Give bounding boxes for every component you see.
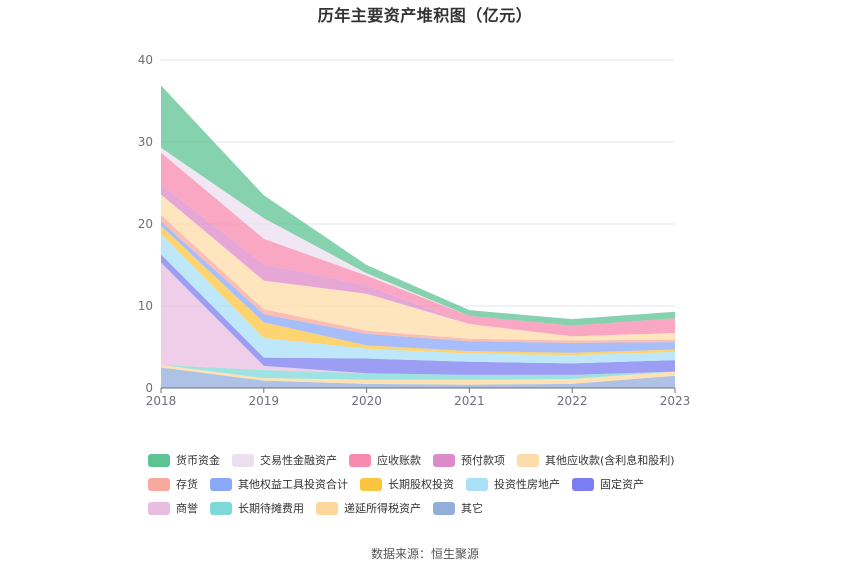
y-tick-label: 20: [138, 217, 153, 231]
legend-item[interactable]: 投资性房地产: [466, 476, 560, 492]
area-series-10: [161, 194, 675, 341]
area-series-13: [161, 147, 675, 326]
area-series-3: [161, 365, 675, 380]
chart-title: 历年主要资产堆积图（亿元）: [317, 6, 533, 25]
legend-swatch: [148, 501, 170, 515]
area-series-5: [161, 254, 675, 375]
x-tick-label: 2018: [146, 394, 177, 408]
legend-label: 其他权益工具投资合计: [238, 478, 348, 491]
area-series-14: [161, 85, 675, 326]
y-tick-label: 0: [145, 381, 153, 395]
area-series-12: [161, 152, 675, 337]
y-tick-label: 40: [138, 53, 153, 67]
legend-item[interactable]: 预付款项: [433, 452, 505, 468]
legend-swatch: [360, 477, 382, 491]
legend-swatch: [210, 501, 232, 515]
legend-label: 长期待摊费用: [238, 502, 304, 515]
legend-item[interactable]: 固定资产: [572, 476, 644, 492]
legend-swatch: [466, 477, 488, 491]
legend-swatch: [433, 501, 455, 515]
legend-row: 商誉 长期待摊费用 递延所得税资产 其它: [148, 496, 748, 520]
legend-swatch: [232, 453, 254, 467]
legend-label: 存货: [176, 478, 198, 491]
legend-label: 其他应收款(含利息和股利): [545, 454, 675, 467]
legend-row: 存货 其他权益工具投资合计 长期股权投资 投资性房地产 固定资产: [148, 472, 748, 496]
legend-item[interactable]: 交易性金融资产: [232, 452, 337, 468]
legend-item[interactable]: 商誉: [148, 500, 198, 516]
legend-label: 交易性金融资产: [260, 454, 337, 467]
x-tick-label: 2021: [454, 394, 485, 408]
legend-swatch: [517, 453, 539, 467]
x-tick-label: 2019: [249, 394, 280, 408]
legend-label: 货币资金: [176, 454, 220, 467]
legend-item[interactable]: 货币资金: [148, 452, 220, 468]
x-tick-label: 2022: [557, 394, 588, 408]
legend-label: 商誉: [176, 502, 198, 515]
legend-item[interactable]: 存货: [148, 476, 198, 492]
legend-label: 递延所得税资产: [344, 502, 421, 515]
legend-swatch: [572, 477, 594, 491]
legend-swatch: [349, 453, 371, 467]
legend-label: 预付款项: [461, 454, 505, 467]
x-tick-label: 2023: [660, 394, 691, 408]
legend-label: 应收账款: [377, 454, 421, 467]
legend-row: 货币资金 交易性金融资产 应收账款 预付款项 其他应收款(含利息和股利): [148, 448, 748, 472]
legend: 货币资金 交易性金融资产 应收账款 预付款项 其他应收款(含利息和股利) 存货 其他权益工具…: [148, 448, 748, 520]
legend-item[interactable]: 其它: [433, 500, 483, 516]
legend-swatch: [148, 477, 170, 491]
legend-label: 投资性房地产: [494, 478, 560, 491]
area-series-4: [161, 262, 675, 375]
legend-label: 长期股权投资: [388, 478, 454, 491]
area-series-1: [161, 367, 675, 388]
legend-item[interactable]: 递延所得税资产: [316, 500, 421, 516]
area-series-11: [161, 184, 675, 337]
legend-item[interactable]: 长期股权投资: [360, 476, 454, 492]
legend-item[interactable]: 应收账款: [349, 452, 421, 468]
stacked-area-chart: 0 10 20 30 40 2018 2019 2020 2021 2022 2023: [138, 53, 691, 408]
y-tick-label: 10: [138, 299, 153, 313]
source-note: 数据来源：恒生聚源: [370, 547, 479, 561]
x-tick-label: 2020: [351, 394, 382, 408]
legend-swatch: [433, 453, 455, 467]
legend-item[interactable]: 长期待摊费用: [210, 500, 304, 516]
legend-label: 固定资产: [600, 478, 644, 491]
legend-item[interactable]: 其他权益工具投资合计: [210, 476, 348, 492]
area-series: [161, 85, 675, 388]
legend-swatch: [148, 453, 170, 467]
area-series-8: [161, 221, 675, 353]
legend-item[interactable]: 其他应收款(含利息和股利): [517, 452, 675, 468]
y-tick-label: 30: [138, 135, 153, 149]
legend-swatch: [210, 477, 232, 491]
axes: 0 10 20 30 40 2018 2019 2020 2021 2022 2023: [138, 53, 691, 408]
legend-swatch: [316, 501, 338, 515]
legend-label: 其它: [461, 502, 483, 515]
area-series-2: [161, 365, 675, 385]
